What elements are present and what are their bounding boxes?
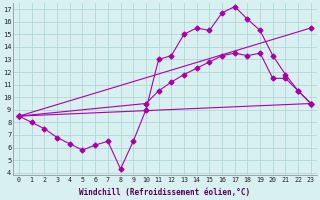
X-axis label: Windchill (Refroidissement éolien,°C): Windchill (Refroidissement éolien,°C) — [79, 188, 251, 197]
